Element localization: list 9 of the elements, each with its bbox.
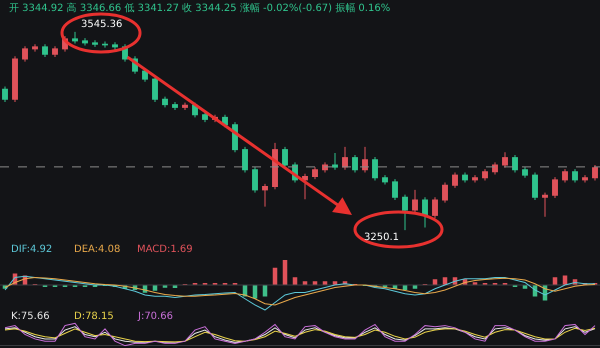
text: DEA:4.08 [74,244,120,255]
text: 3250.1 [364,232,399,243]
series-label: D:78.15 [74,311,114,322]
text: 3545.36 [81,19,122,30]
text: J:70.66 [137,311,173,322]
text: MACD:1.69 [137,244,193,255]
text: DIF:4.92 [11,244,52,255]
series-label: K:75.66 [11,311,50,322]
text: 开 3344.92 高 3346.66 低 3341.27 收 3344.25 涨幅 -0.02%(-0.67) 振幅 0.16% [9,2,390,14]
